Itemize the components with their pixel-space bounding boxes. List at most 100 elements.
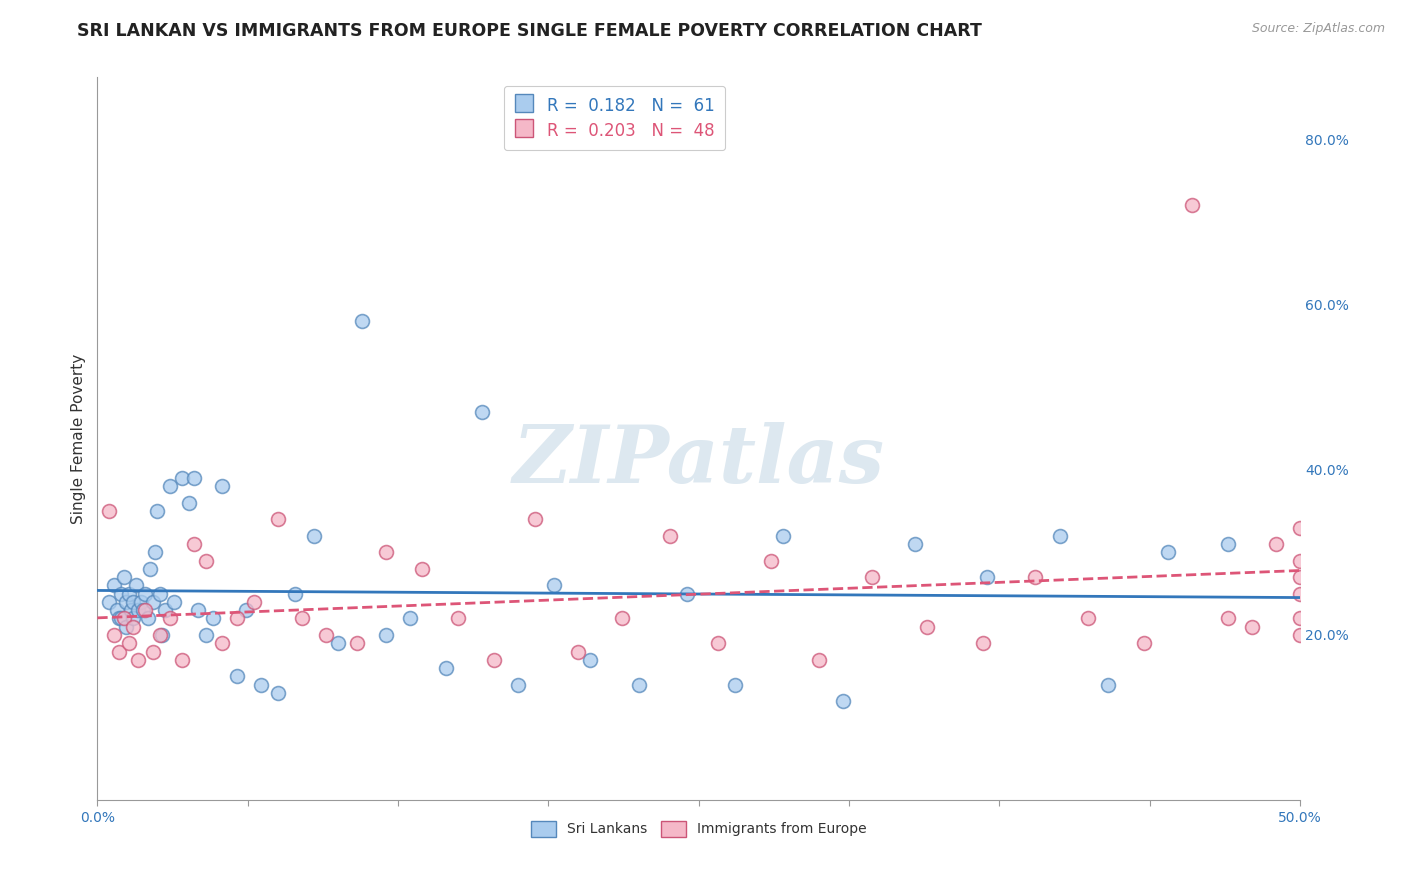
Y-axis label: Single Female Poverty: Single Female Poverty [72,354,86,524]
Point [122,620,145,634]
Point [350,314,373,328]
Point [567,644,589,658]
Point [1216,611,1239,625]
Point [134,587,156,601]
Point [326,636,349,650]
Point [346,636,368,650]
Point [976,570,998,584]
Point [675,587,697,601]
Point [1024,570,1046,584]
Point [149,628,172,642]
Point [315,628,337,642]
Point [177,496,200,510]
Point [579,653,602,667]
Point [832,694,855,708]
Point [1181,198,1204,212]
Point [707,636,730,650]
Point [142,644,165,658]
Point [115,620,138,634]
Point [98,595,121,609]
Point [183,471,205,485]
Point [142,595,165,609]
Point [972,636,994,650]
Point [149,587,172,601]
Point [159,611,181,625]
Point [1265,537,1288,551]
Point [122,595,145,609]
Point [724,677,747,691]
Point [291,611,314,625]
Point [1240,620,1263,634]
Text: SRI LANKAN VS IMMIGRANTS FROM EUROPE SINGLE FEMALE POVERTY CORRELATION CHART: SRI LANKAN VS IMMIGRANTS FROM EUROPE SIN… [77,22,983,40]
Point [112,570,135,584]
Point [250,677,273,691]
Point [187,603,209,617]
Point [658,529,681,543]
Point [136,611,159,625]
Point [1216,537,1239,551]
Point [110,587,132,601]
Point [146,504,169,518]
Point [103,578,125,592]
Point [117,636,139,650]
Point [170,653,193,667]
Text: ZIPatlas: ZIPatlas [513,422,884,500]
Point [127,603,149,617]
Point [122,611,145,625]
Point [117,587,139,601]
Point [1157,545,1180,559]
Point [508,677,530,691]
Point [183,537,205,551]
Point [115,595,138,609]
Point [163,595,186,609]
Point [610,611,633,625]
Point [201,611,224,625]
Point [447,611,470,625]
Point [98,504,121,518]
Point [759,554,782,568]
Point [471,405,494,419]
Point [904,537,927,551]
Point [194,628,217,642]
Point [375,628,398,642]
Point [103,628,125,642]
Point [129,595,152,609]
Point [194,554,217,568]
Point [1289,570,1312,584]
Point [1289,520,1312,534]
Point [132,603,155,617]
Point [1289,587,1312,601]
Point [159,479,181,493]
Point [411,562,433,576]
Point [860,570,883,584]
Point [235,603,257,617]
Point [915,620,938,634]
Point [134,603,156,617]
Point [399,611,422,625]
Point [108,644,131,658]
Point [1289,554,1312,568]
Point [110,611,132,625]
Point [242,595,264,609]
Point [211,636,233,650]
Point [170,471,193,485]
Point [267,686,290,700]
Point [1289,611,1312,625]
Point [543,578,565,592]
Point [1049,529,1071,543]
Point [153,603,176,617]
Point [807,653,830,667]
Point [302,529,325,543]
Point [627,677,650,691]
Point [112,611,135,625]
Legend: Sri Lankans, Immigrants from Europe: Sri Lankans, Immigrants from Europe [524,814,873,844]
Point [1289,628,1312,642]
Point [150,628,173,642]
Point [143,545,166,559]
Point [267,512,290,526]
Point [225,669,247,683]
Point [484,653,506,667]
Point [127,653,149,667]
Point [125,578,148,592]
Point [105,603,128,617]
